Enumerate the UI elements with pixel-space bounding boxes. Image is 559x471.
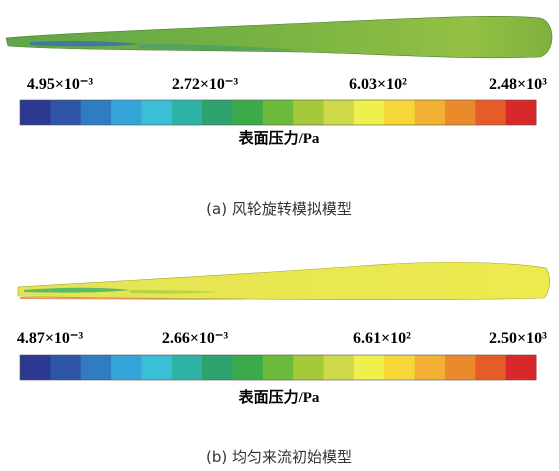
colorbar-segment — [384, 355, 415, 380]
colorbar-segment — [354, 100, 385, 125]
colorbar-segment — [81, 100, 112, 125]
caption: (a) 风轮旋转模拟模型 — [206, 200, 352, 218]
colorbar-segment — [202, 355, 233, 380]
colorbar-segment — [506, 355, 537, 380]
colorbar-segment — [111, 100, 142, 125]
colorbar-label: 6.61×10² — [353, 330, 411, 347]
colorbar-segment — [232, 355, 263, 380]
colorbar-label: 4.95×10⁻³ — [27, 76, 94, 93]
colorbar-segment — [81, 355, 112, 380]
colorbar-segment — [475, 100, 506, 125]
colorbar-segment — [232, 100, 263, 125]
colorbar-segment — [141, 355, 172, 380]
colorbar-segment — [263, 100, 294, 125]
colorbar-segment — [20, 100, 51, 125]
colorbar-unit: 表面压力/Pa — [239, 388, 320, 406]
colorbar-segment — [445, 355, 476, 380]
colorbar-segment — [293, 355, 324, 380]
colorbar-segment — [202, 100, 233, 125]
colorbar-segment — [384, 100, 415, 125]
caption: (b) 均匀来流初始模型 — [206, 448, 352, 466]
colorbar-segment — [50, 355, 81, 380]
colorbar-segment — [354, 355, 385, 380]
colorbar-segment — [263, 355, 294, 380]
colorbar-label: 6.03×10² — [349, 76, 407, 93]
colorbar-segment — [324, 355, 355, 380]
blade-a — [6, 16, 552, 57]
colorbar-segment — [415, 100, 446, 125]
colorbar-segment — [50, 100, 81, 125]
colorbar-label: 2.72×10⁻³ — [172, 76, 239, 93]
colorbar-label: 2.50×10³ — [489, 330, 547, 347]
blade-b — [18, 262, 550, 300]
colorbar-segment — [20, 355, 51, 380]
colorbar-segment — [111, 355, 142, 380]
colorbar-label: 2.66×10⁻³ — [162, 330, 229, 347]
colorbar-segment — [445, 100, 476, 125]
colorbar-segment — [475, 355, 506, 380]
colorbar-segment — [172, 100, 203, 125]
colorbar-segment — [506, 100, 537, 125]
colorbar-segment — [324, 100, 355, 125]
colorbar-label: 4.87×10⁻³ — [17, 330, 84, 347]
colorbar-label: 2.48×10³ — [489, 76, 547, 93]
colorbar-segment — [141, 100, 172, 125]
colorbar-segment — [415, 355, 446, 380]
figure: 4.95×10⁻³ 2.72×10⁻³ 6.03×10² 2.48×10³ 表面压力/P… — [0, 0, 559, 471]
colorbar-segment — [172, 355, 203, 380]
colorbar-unit: 表面压力/Pa — [239, 129, 320, 147]
colorbar-segment — [293, 100, 324, 125]
